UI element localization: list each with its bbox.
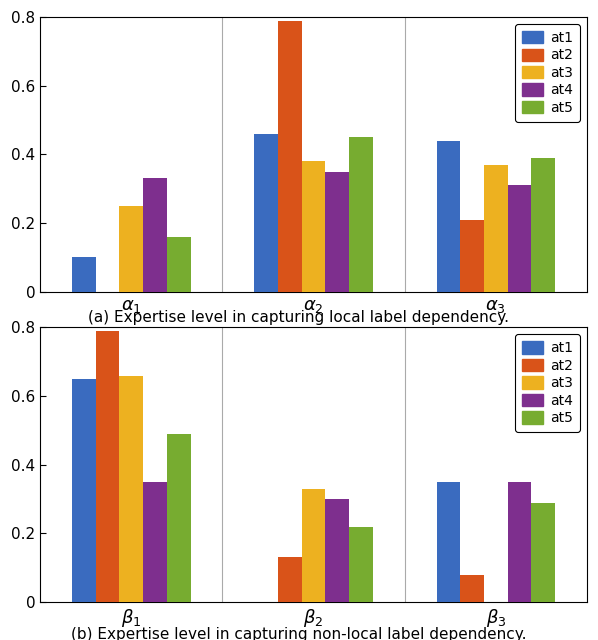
Bar (460, 220, 484, 292)
Bar (167, 434, 191, 602)
Bar (437, 141, 460, 292)
Bar (254, 134, 278, 292)
Bar (96, 331, 120, 602)
Bar (508, 482, 531, 602)
Text: (a) Expertise level in capturing local label dependency.: (a) Expertise level in capturing local l… (89, 310, 509, 325)
Bar (349, 527, 373, 602)
Bar (278, 20, 302, 292)
Bar (484, 164, 508, 292)
Bar (325, 499, 349, 602)
Bar (349, 137, 373, 292)
Bar (302, 489, 325, 602)
Text: (b) Expertise level in capturing non-local label dependency.: (b) Expertise level in capturing non-loc… (71, 627, 527, 640)
Bar (72, 379, 96, 602)
Bar (531, 158, 555, 292)
Bar (437, 482, 460, 602)
Bar (143, 482, 167, 602)
Bar (120, 206, 143, 292)
Bar (167, 237, 191, 292)
Bar (278, 557, 302, 602)
Legend: at1, at2, at3, at4, at5: at1, at2, at3, at4, at5 (515, 24, 580, 122)
Bar (460, 575, 484, 602)
Bar (302, 161, 325, 292)
Bar (531, 502, 555, 602)
Bar (72, 257, 96, 292)
Bar (325, 172, 349, 292)
Legend: at1, at2, at3, at4, at5: at1, at2, at3, at4, at5 (515, 335, 580, 432)
Bar (508, 185, 531, 292)
Bar (143, 179, 167, 292)
Bar (120, 376, 143, 602)
